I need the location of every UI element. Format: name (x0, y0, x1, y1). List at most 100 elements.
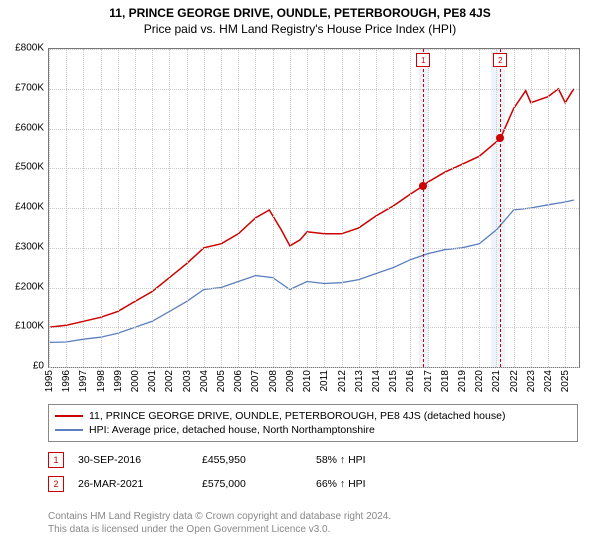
legend-label: 11, PRINCE GEORGE DRIVE, OUNDLE, PETERBO… (89, 410, 505, 422)
marker-table-price: £455,950 (202, 454, 302, 466)
y-axis-tick-label: £800K (15, 43, 44, 54)
marker-table-pct: 58% ↑ HPI (316, 454, 436, 466)
x-axis-tick-label: 2004 (199, 370, 210, 392)
gridline-vertical (376, 49, 377, 367)
x-axis-tick-label: 2013 (354, 370, 365, 392)
x-axis-tick-label: 1998 (96, 370, 107, 392)
gridline-vertical (393, 49, 394, 367)
x-axis-tick-label: 2010 (302, 370, 313, 392)
gridline-vertical (152, 49, 153, 367)
gridline-vertical (273, 49, 274, 367)
gridline-vertical (83, 49, 84, 367)
gridline-vertical (428, 49, 429, 367)
gridline-vertical (531, 49, 532, 367)
y-axis-tick-label: £400K (15, 202, 44, 213)
gridline-vertical (255, 49, 256, 367)
gridline-vertical (462, 49, 463, 367)
footer-attribution: Contains HM Land Registry data © Crown c… (48, 510, 391, 536)
x-axis-tick-label: 2002 (164, 370, 175, 392)
x-axis-tick-label: 2023 (526, 370, 537, 392)
footer-line-1: Contains HM Land Registry data © Crown c… (48, 510, 391, 523)
y-axis-tick-label: £700K (15, 82, 44, 93)
legend-row: HPI: Average price, detached house, Nort… (55, 423, 571, 437)
y-axis-tick-label: £0 (33, 361, 44, 372)
x-axis-tick-label: 2020 (474, 370, 485, 392)
marker-table-pct: 66% ↑ HPI (316, 478, 436, 490)
y-axis-tick-label: £300K (15, 241, 44, 252)
marker-table-num-box: 2 (48, 476, 64, 492)
x-axis-tick-label: 2009 (285, 370, 296, 392)
gridline-vertical (445, 49, 446, 367)
x-axis-tick-label: 2017 (423, 370, 434, 392)
marker-table-price: £575,000 (202, 478, 302, 490)
x-axis-tick-label: 2003 (182, 370, 193, 392)
marker-dot (496, 134, 504, 142)
chart-title: 11, PRINCE GEORGE DRIVE, OUNDLE, PETERBO… (0, 0, 600, 20)
marker-number-box: 1 (416, 53, 430, 67)
marker-table-date: 26-MAR-2021 (78, 478, 188, 490)
marker-table-num-box: 1 (48, 452, 64, 468)
x-axis-tick-label: 2012 (337, 370, 348, 392)
x-axis-tick-label: 2022 (509, 370, 520, 392)
gridline-vertical (66, 49, 67, 367)
marker-table: 1 30-SEP-2016 £455,950 58% ↑ HPI 2 26-MAR-202… (48, 448, 578, 496)
x-axis-tick-label: 2025 (560, 370, 571, 392)
marker-dot (419, 182, 427, 190)
marker-table-row: 1 30-SEP-2016 £455,950 58% ↑ HPI (48, 448, 578, 472)
x-axis-tick-label: 2001 (147, 370, 158, 392)
gridline-vertical (118, 49, 119, 367)
y-axis-tick-label: £500K (15, 162, 44, 173)
gridline-vertical (135, 49, 136, 367)
x-axis-tick-label: 2011 (319, 370, 330, 392)
x-axis-tick-label: 2014 (371, 370, 382, 392)
gridline-vertical (479, 49, 480, 367)
x-axis-tick-label: 2000 (130, 370, 141, 392)
gridline-vertical (204, 49, 205, 367)
gridline-vertical (514, 49, 515, 367)
x-axis-tick-label: 2019 (457, 370, 468, 392)
legend-swatch (55, 415, 83, 417)
x-axis-tick-label: 2024 (543, 370, 554, 392)
gridline-horizontal (49, 367, 579, 368)
x-axis-tick-label: 2007 (250, 370, 261, 392)
legend: 11, PRINCE GEORGE DRIVE, OUNDLE, PETERBO… (48, 404, 578, 442)
x-axis-tick-label: 2016 (405, 370, 416, 392)
y-axis-tick-label: £600K (15, 122, 44, 133)
gridline-vertical (169, 49, 170, 367)
gridline-vertical (359, 49, 360, 367)
gridline-vertical (221, 49, 222, 367)
gridline-vertical (307, 49, 308, 367)
x-axis-tick-label: 2005 (216, 370, 227, 392)
x-axis-tick-label: 2021 (491, 370, 502, 392)
x-axis-tick-label: 2018 (440, 370, 451, 392)
gridline-vertical (187, 49, 188, 367)
chart-series-line (49, 200, 574, 342)
marker-number-box: 2 (493, 53, 507, 67)
x-axis-tick-label: 1999 (113, 370, 124, 392)
x-axis-tick-label: 1997 (78, 370, 89, 392)
footer-line-2: This data is licensed under the Open Gov… (48, 523, 391, 536)
gridline-vertical (49, 49, 50, 367)
marker-vertical-line (423, 49, 424, 367)
x-axis-tick-label: 2015 (388, 370, 399, 392)
gridline-vertical (290, 49, 291, 367)
chart-subtitle: Price paid vs. HM Land Registry's House … (0, 20, 600, 36)
marker-table-row: 2 26-MAR-2021 £575,000 66% ↑ HPI (48, 472, 578, 496)
gridline-vertical (410, 49, 411, 367)
marker-vertical-line (500, 49, 501, 367)
x-axis-tick-label: 1995 (44, 370, 55, 392)
legend-label: HPI: Average price, detached house, Nort… (89, 424, 375, 436)
legend-row: 11, PRINCE GEORGE DRIVE, OUNDLE, PETERBO… (55, 409, 571, 423)
legend-swatch (55, 429, 83, 431)
gridline-vertical (101, 49, 102, 367)
y-axis-tick-label: £100K (15, 321, 44, 332)
gridline-vertical (324, 49, 325, 367)
gridline-vertical (238, 49, 239, 367)
chart-plot-area: 12 (48, 48, 580, 368)
x-axis-tick-label: 1996 (61, 370, 72, 392)
x-axis-tick-label: 2006 (233, 370, 244, 392)
gridline-vertical (496, 49, 497, 367)
gridline-vertical (342, 49, 343, 367)
marker-table-date: 30-SEP-2016 (78, 454, 188, 466)
gridline-vertical (548, 49, 549, 367)
